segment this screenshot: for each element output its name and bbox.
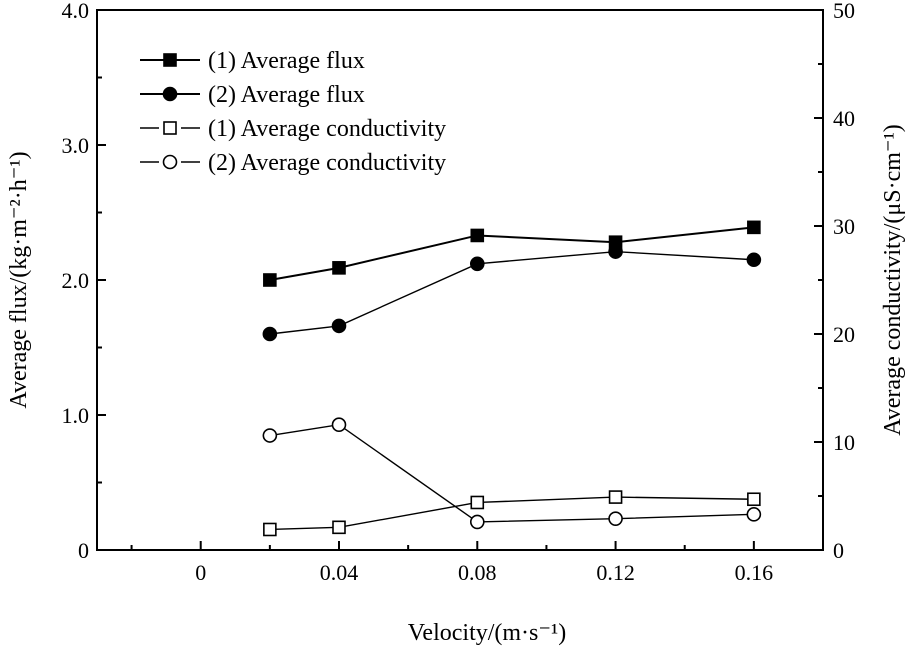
y-left-tick-label: 3.0 bbox=[62, 133, 90, 158]
x-tick-label: 0.16 bbox=[735, 560, 774, 585]
y-left-tick-label: 0 bbox=[78, 538, 89, 563]
y-left-tick-label: 2.0 bbox=[62, 268, 90, 293]
y-left-tick-label: 4.0 bbox=[62, 0, 90, 23]
y-right-tick-label: 40 bbox=[833, 106, 855, 131]
data-point-series-4 bbox=[331, 417, 347, 433]
x-tick-label: 0.04 bbox=[320, 560, 359, 585]
data-point-series-4 bbox=[608, 511, 623, 526]
legend-marker bbox=[162, 154, 178, 170]
y-left-tick-label: 1.0 bbox=[62, 403, 90, 428]
y-right-tick-label: 50 bbox=[833, 0, 855, 23]
data-point-series-2 bbox=[746, 252, 762, 268]
legend-label: (1) Average flux bbox=[208, 48, 365, 74]
data-point-series-2 bbox=[262, 326, 278, 342]
data-point-series-2 bbox=[469, 256, 485, 272]
legend-label: (2) Average conductivity bbox=[208, 150, 446, 176]
legend: (1) Average flux (2) Average flux (1) Aver… bbox=[140, 48, 446, 176]
data-point-series-1 bbox=[747, 220, 761, 235]
data-point-series-3 bbox=[470, 495, 485, 510]
y-right-tick-label: 10 bbox=[833, 430, 855, 455]
data-point-series-2 bbox=[331, 318, 347, 334]
data-point-series-3 bbox=[747, 492, 761, 507]
series-line-4 bbox=[269, 423, 754, 523]
y-axis-right-title: Average conductivity/(μS·cm⁻¹) bbox=[880, 124, 906, 436]
y-right-tick-label: 0 bbox=[833, 538, 844, 563]
legend-marker bbox=[163, 53, 177, 67]
data-point-series-1 bbox=[263, 273, 277, 287]
data-point-series-2 bbox=[608, 244, 623, 259]
data-point-series-3 bbox=[332, 520, 346, 535]
x-tick-label: 0.12 bbox=[596, 560, 635, 585]
y-axis-left-title: Average flux/(kg·m⁻²·h⁻¹) bbox=[6, 151, 32, 408]
legend-label: (2) Average flux bbox=[208, 82, 365, 108]
legend-marker bbox=[163, 121, 177, 135]
y-right-tick-label: 20 bbox=[833, 322, 855, 347]
data-point-series-4 bbox=[262, 428, 278, 443]
data-point-series-3 bbox=[263, 522, 277, 537]
data-point-series-3 bbox=[608, 490, 623, 504]
x-tick-label: 0 bbox=[195, 560, 206, 585]
plot-frame bbox=[96, 9, 824, 551]
legend-label: (1) Average conductivity bbox=[208, 116, 446, 142]
axis-ticks: 0 0.04 0.08 0.12 0.16 0 1.0 2.0 3.0 4.0 0 10 20 30 40 5… bbox=[62, 0, 856, 585]
x-axis-title: Velocity/(m·s⁻¹) bbox=[408, 620, 567, 646]
data-point-series-1 bbox=[470, 228, 485, 243]
data-point-series-1 bbox=[332, 261, 346, 275]
data-point-series-4 bbox=[746, 507, 762, 522]
data-point-series-4 bbox=[469, 514, 485, 530]
y-right-tick-label: 30 bbox=[833, 214, 855, 239]
x-tick-label: 0.08 bbox=[458, 560, 497, 585]
series-layer bbox=[262, 220, 762, 537]
legend-marker bbox=[162, 86, 178, 102]
